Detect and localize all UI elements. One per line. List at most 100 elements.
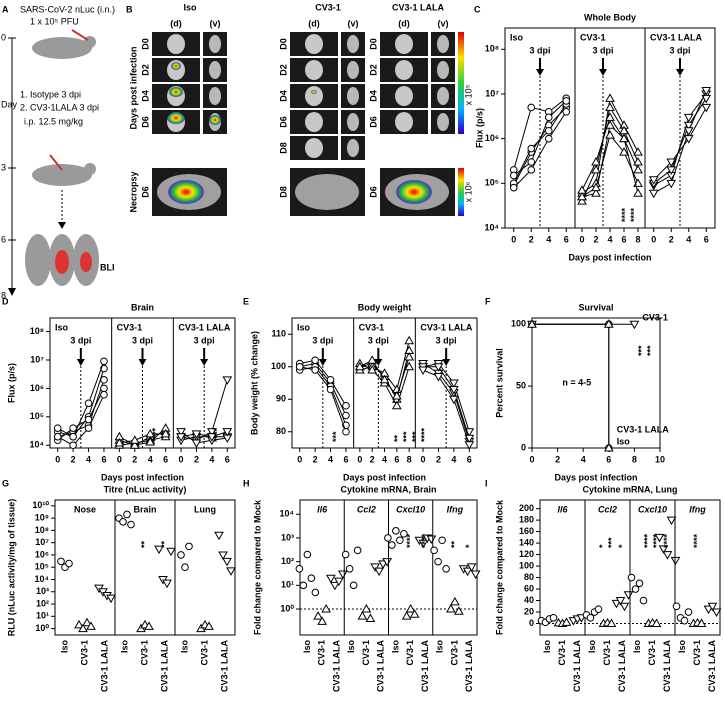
mouse-image [347, 35, 359, 53]
marker [707, 602, 718, 612]
treatment-arrow-head [599, 69, 607, 76]
axis-label: Necropsy [128, 171, 138, 212]
facet-label: Ifng [447, 504, 464, 514]
mouse-image [305, 34, 323, 54]
marker [374, 567, 384, 577]
group-label: CV3-1 [315, 2, 341, 12]
marker [86, 621, 96, 630]
y-axis-label: Flux (p/s) [6, 363, 16, 403]
y-tick-label: 10⁴ [35, 574, 49, 584]
row-label: D6 [368, 116, 378, 128]
series-line [422, 369, 470, 445]
significance: * [617, 544, 627, 548]
y-tick-label: 10⁷ [30, 354, 44, 364]
y-tick-label: 10⁶ [35, 549, 49, 559]
facet-label: Ifng [689, 504, 706, 514]
marker [662, 551, 673, 560]
x-tick-label: 4 [686, 234, 691, 244]
y-tick-label: 10¹ [281, 580, 294, 590]
marker [549, 613, 558, 622]
category-label: Iso [390, 640, 400, 654]
marker [69, 441, 77, 450]
marker [391, 390, 402, 400]
marker [392, 527, 400, 535]
marker [53, 424, 62, 432]
x-tick-label: 2 [194, 454, 199, 464]
y-tick-label: 10⁶ [485, 133, 499, 143]
y-tick-label: 50 [516, 380, 526, 390]
marker [317, 616, 327, 625]
x-tick-label: 2 [669, 234, 674, 244]
panel-label: C [474, 4, 481, 14]
significance: ** [139, 540, 149, 548]
facet-label: CV3-1 LALA [650, 32, 703, 42]
marker [185, 542, 193, 551]
series-line [513, 100, 567, 176]
marker [401, 611, 412, 620]
marker [654, 533, 665, 543]
marker [680, 616, 689, 625]
marker [619, 147, 629, 156]
mouse-image [395, 34, 413, 54]
annotation: 3 dpi [70, 335, 91, 345]
row-label: D6 [140, 116, 150, 128]
y-axis-label: RLU (nLuc activity/mg of tissue) [6, 499, 16, 637]
y-tick-label: 10⁸ [485, 44, 499, 54]
plot-frame [54, 499, 236, 636]
mouse-image [347, 87, 359, 105]
category-label: CV3-1 LALA [617, 640, 627, 693]
y-tick-label: 10⁰ [280, 603, 294, 613]
significance: **** [692, 533, 702, 548]
category-label: Iso [119, 640, 129, 654]
marker [711, 608, 722, 618]
y-tick-label: 10¹ [36, 611, 49, 621]
annotation: 3 dpi [194, 335, 215, 345]
signal-overlay [167, 112, 185, 124]
x-tick-label: 2 [370, 454, 375, 464]
legend-label: CV3-1 LALA [617, 424, 670, 434]
x-tick-label: 6 [606, 454, 611, 464]
x-tick-label: 2 [593, 234, 598, 244]
marker [405, 604, 416, 613]
marker [696, 618, 707, 628]
row-label: D6 [368, 186, 378, 198]
marker [129, 435, 140, 444]
marker [603, 319, 614, 328]
marker [349, 581, 358, 590]
marker [222, 557, 232, 567]
annotation: n = 4-5 [562, 377, 591, 387]
marker [434, 557, 442, 566]
marker [577, 191, 587, 201]
marker [591, 188, 601, 197]
category-label: Iso [587, 640, 597, 654]
x-tick-label: 4 [148, 454, 153, 464]
signal-overlay [171, 62, 181, 70]
significance: **** [620, 207, 630, 222]
facet-label: Il6 [557, 504, 568, 514]
row-label: D2 [140, 64, 150, 76]
series-line [119, 433, 166, 444]
y-tick-label: 100 [519, 560, 534, 570]
category-label: CV3-1 [405, 640, 415, 666]
significance: *** [401, 431, 411, 442]
facet-label: CV3-1 [359, 322, 385, 332]
x-tick-label: 6 [225, 454, 230, 464]
facet-label: Cxcl10 [638, 504, 667, 514]
x-tick-label: 0 [297, 454, 302, 464]
marker [701, 103, 712, 113]
color-bar [458, 168, 464, 216]
marker [214, 531, 224, 541]
marker [666, 516, 677, 526]
marker [84, 399, 93, 408]
y-tick-label: 100 [271, 361, 286, 371]
significance: * [597, 544, 607, 548]
marker [338, 570, 348, 580]
marker [145, 436, 156, 446]
x-tick-label: 4 [581, 454, 586, 464]
schematic: A SARS-CoV-2 nLuc (i.n.) 1 x 10⁵ PFU 0 3… [1, 4, 115, 300]
mouse-image [209, 35, 221, 53]
chart-title: Brain [131, 302, 154, 312]
x-tick-label: 2 [71, 454, 76, 464]
x-tick-label: 4 [451, 454, 456, 464]
marker [100, 390, 108, 399]
